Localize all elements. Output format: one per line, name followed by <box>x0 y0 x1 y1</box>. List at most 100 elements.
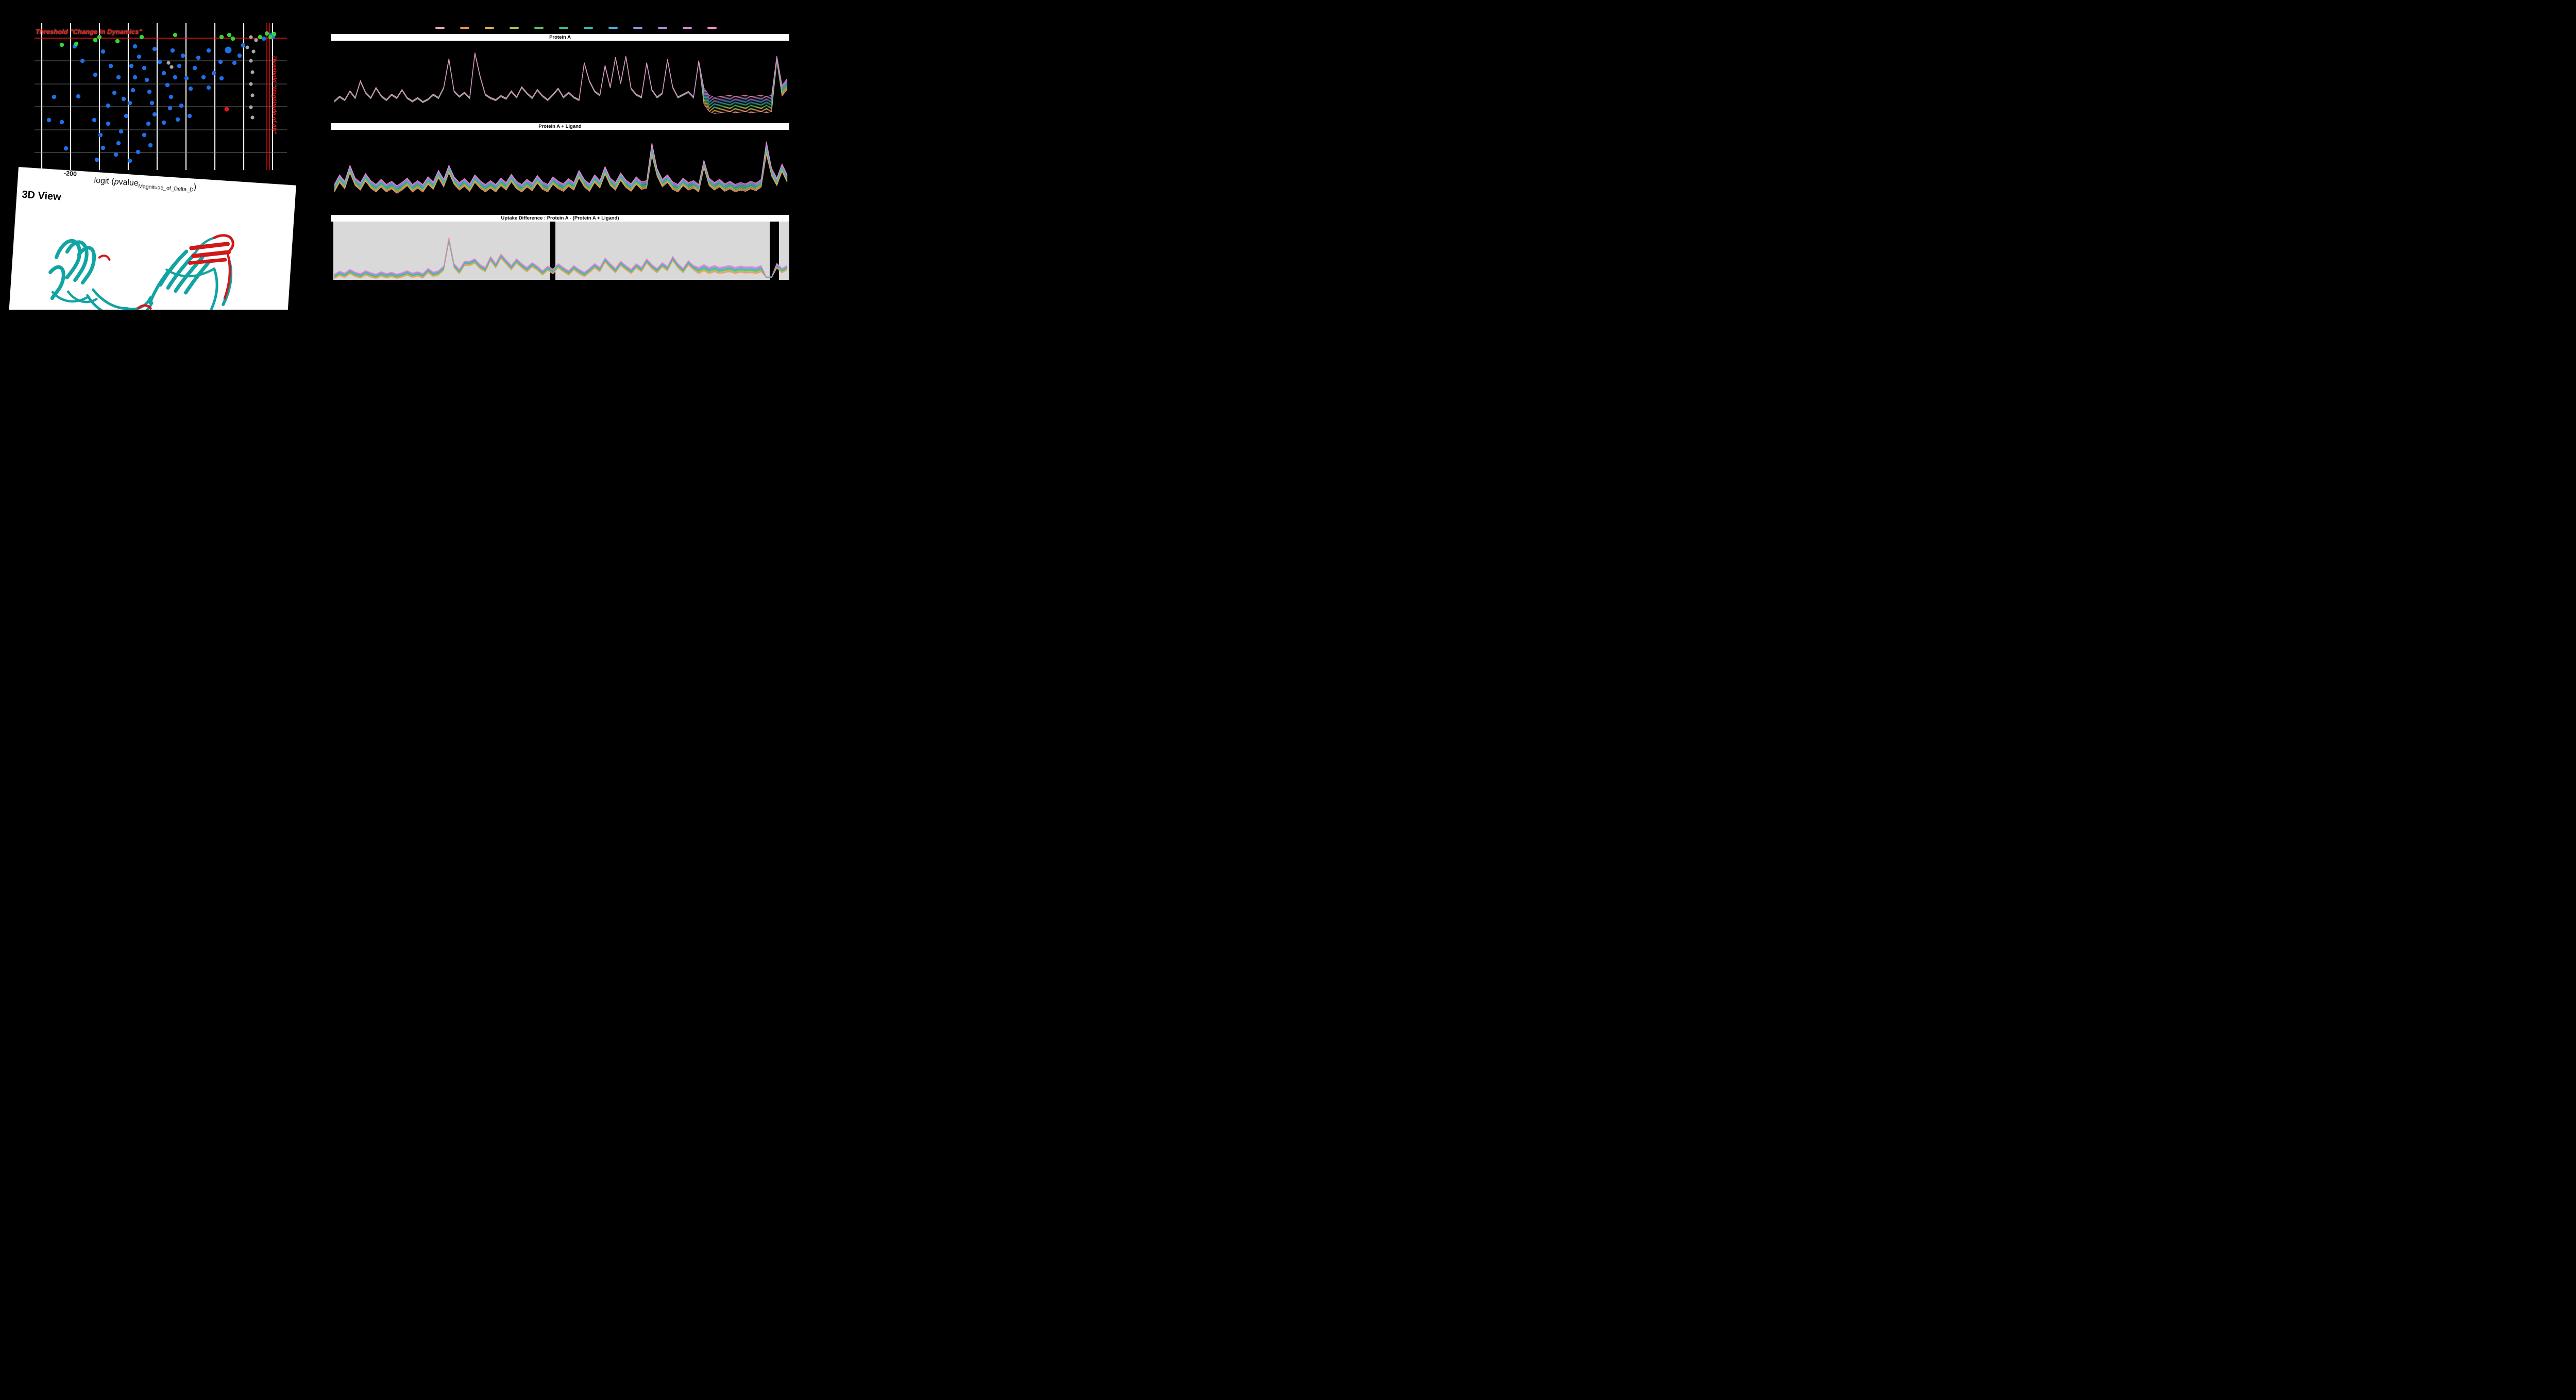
uptake-trace-8[interactable] <box>334 53 788 103</box>
uptake-trace-0[interactable] <box>334 54 788 114</box>
data-point[interactable] <box>100 49 106 54</box>
data-point[interactable] <box>192 65 197 71</box>
data-point[interactable] <box>59 42 64 47</box>
uptake-trace-10[interactable] <box>334 142 788 187</box>
data-point[interactable] <box>188 86 193 91</box>
data-point[interactable] <box>152 46 157 52</box>
uptake-trace-6[interactable] <box>334 147 788 190</box>
uptake-trace-0[interactable] <box>334 154 788 194</box>
uptake-trace-3[interactable] <box>334 53 788 110</box>
data-point[interactable] <box>249 59 253 63</box>
data-point[interactable] <box>121 96 126 102</box>
data-point[interactable] <box>241 43 246 48</box>
data-point[interactable] <box>170 65 174 69</box>
uptake-trace-11[interactable] <box>334 237 788 277</box>
data-point[interactable] <box>106 103 111 108</box>
data-point[interactable] <box>184 76 189 81</box>
uptake-trace-5[interactable] <box>334 148 788 191</box>
data-point[interactable] <box>219 76 224 81</box>
data-point[interactable] <box>127 100 132 106</box>
data-point[interactable] <box>142 65 147 71</box>
legend-swatch-2[interactable] <box>485 27 494 29</box>
data-point[interactable] <box>130 88 135 93</box>
data-point[interactable] <box>250 115 255 120</box>
uptake-trace-8[interactable] <box>334 145 788 188</box>
uptake-trace-7[interactable] <box>334 53 788 104</box>
scatter-points-blue[interactable] <box>46 32 276 163</box>
data-point[interactable] <box>76 94 81 99</box>
data-point[interactable] <box>74 41 79 46</box>
data-point[interactable] <box>115 39 120 44</box>
data-point[interactable] <box>127 158 132 163</box>
data-point[interactable] <box>249 35 253 39</box>
data-point[interactable] <box>166 61 171 65</box>
data-point[interactable] <box>149 100 155 106</box>
legend-swatch-7[interactable] <box>608 27 618 29</box>
data-point[interactable] <box>116 141 121 146</box>
data-point[interactable] <box>157 59 162 64</box>
legend-swatch-1[interactable] <box>460 27 469 29</box>
volcano-scatter-svg[interactable] <box>35 23 287 170</box>
uptake-trace-0[interactable] <box>334 242 788 279</box>
data-point[interactable] <box>108 63 113 69</box>
data-point[interactable] <box>245 45 249 49</box>
data-point[interactable] <box>113 152 118 157</box>
uptake-trace-1[interactable] <box>334 153 788 193</box>
legend-swatch-0[interactable] <box>435 27 445 29</box>
data-point[interactable] <box>124 113 129 119</box>
data-point[interactable] <box>106 121 111 126</box>
volcano-plot[interactable]: Threshold "Change in Dynamics" Threshold… <box>35 23 287 170</box>
data-point[interactable] <box>165 82 170 88</box>
data-point[interactable] <box>218 59 223 64</box>
data-point[interactable] <box>232 60 237 65</box>
legend-swatch-4[interactable] <box>534 27 544 29</box>
data-point[interactable] <box>224 107 229 112</box>
uptake-trace-6[interactable] <box>334 239 788 278</box>
data-point[interactable] <box>268 35 273 40</box>
data-point[interactable] <box>250 93 255 97</box>
uptake-trace-4[interactable] <box>334 240 788 278</box>
uptake-trace-11[interactable] <box>334 141 788 186</box>
chart-uptake-difference[interactable] <box>332 222 789 281</box>
data-point[interactable] <box>161 120 166 125</box>
data-point[interactable] <box>59 120 64 125</box>
data-point[interactable] <box>211 71 216 76</box>
uptake-trace-9[interactable] <box>334 144 788 188</box>
data-point[interactable] <box>272 31 277 37</box>
data-point[interactable] <box>161 71 166 76</box>
uptake-trace-5[interactable] <box>334 239 788 278</box>
data-point[interactable] <box>230 36 235 41</box>
data-point[interactable] <box>201 75 206 80</box>
uptake-trace-2[interactable] <box>334 151 788 193</box>
data-point[interactable] <box>258 35 263 40</box>
uptake-trace-8[interactable] <box>334 238 788 278</box>
data-point[interactable] <box>249 82 253 86</box>
uptake-trace-7[interactable] <box>334 146 788 189</box>
uptake-trace-2[interactable] <box>334 53 788 111</box>
data-point[interactable] <box>93 38 98 43</box>
scatter-points-green[interactable] <box>59 31 277 47</box>
data-point[interactable] <box>237 53 242 58</box>
data-point[interactable] <box>46 117 52 123</box>
chart-protein-a[interactable] <box>332 41 789 123</box>
uptake-trace-11[interactable] <box>334 52 788 102</box>
data-point[interactable] <box>219 35 224 40</box>
data-point[interactable] <box>139 35 144 40</box>
data-point[interactable] <box>52 94 57 99</box>
legend-swatch-11[interactable] <box>707 27 717 29</box>
data-point[interactable] <box>80 58 85 63</box>
data-point[interactable] <box>180 53 185 58</box>
data-point[interactable] <box>170 48 175 53</box>
uptake-trace-2[interactable] <box>334 241 788 278</box>
data-point[interactable] <box>168 94 174 99</box>
uptake-trace-7[interactable] <box>334 239 788 278</box>
legend-swatch-5[interactable] <box>559 27 568 29</box>
data-point[interactable] <box>250 70 255 74</box>
legend-swatch-6[interactable] <box>584 27 593 29</box>
data-point[interactable] <box>146 121 151 126</box>
data-point[interactable] <box>93 72 98 77</box>
data-point[interactable] <box>251 49 256 54</box>
data-point[interactable] <box>142 132 147 138</box>
data-point[interactable] <box>179 103 184 108</box>
data-point[interactable] <box>137 54 142 59</box>
